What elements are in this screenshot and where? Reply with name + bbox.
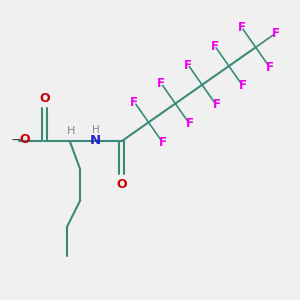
Text: F: F — [212, 98, 220, 111]
Text: N: N — [89, 134, 100, 147]
Text: F: F — [239, 79, 247, 92]
Text: F: F — [184, 58, 192, 72]
Text: H: H — [92, 125, 100, 135]
Text: F: F — [157, 77, 165, 90]
Text: F: F — [130, 96, 138, 109]
Text: −: − — [11, 133, 22, 147]
Text: F: F — [266, 61, 274, 74]
Text: O: O — [39, 92, 50, 105]
Text: O: O — [116, 178, 127, 191]
Text: F: F — [237, 21, 245, 34]
Text: H: H — [67, 126, 75, 136]
Text: O: O — [20, 133, 31, 146]
Text: F: F — [186, 117, 194, 130]
Text: F: F — [272, 26, 279, 40]
Text: F: F — [159, 136, 167, 148]
Text: F: F — [211, 40, 219, 53]
